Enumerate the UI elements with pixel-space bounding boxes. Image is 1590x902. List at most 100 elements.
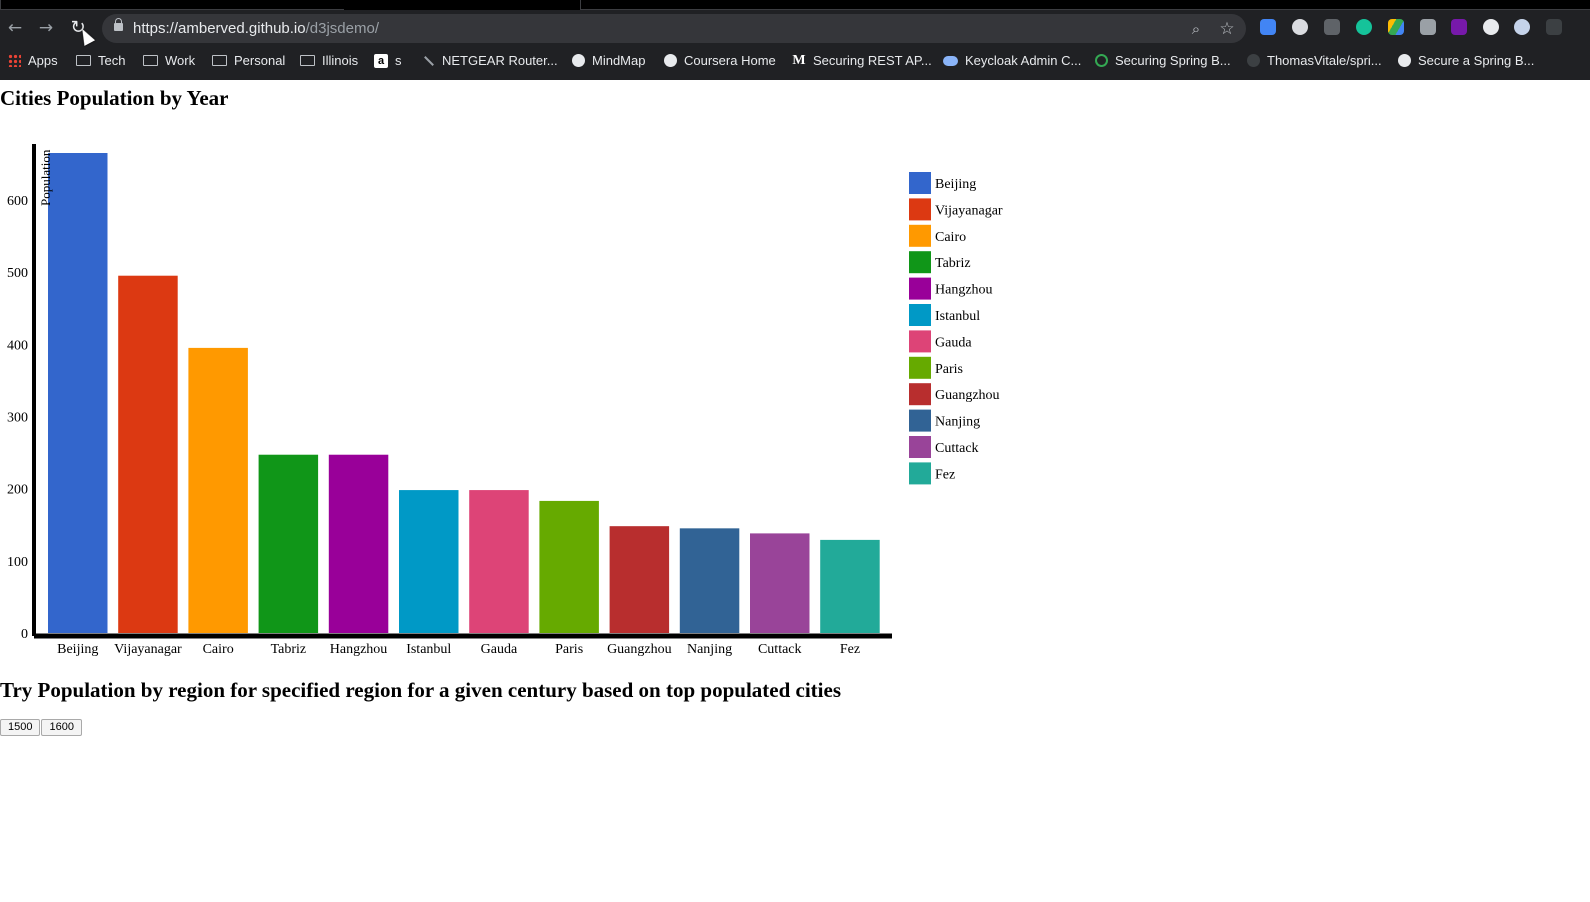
extension-icon[interactable] <box>1514 19 1530 35</box>
drive-icon[interactable] <box>1388 19 1404 35</box>
legend-swatch <box>909 251 931 274</box>
globe-icon <box>664 54 677 68</box>
legend-swatch <box>909 198 931 221</box>
y-tick-label: 200 <box>7 483 28 498</box>
x-tick-label: Gauda <box>481 642 518 657</box>
legend-swatch <box>909 356 931 379</box>
bar-cuttack[interactable] <box>750 533 810 633</box>
legend-swatch <box>909 277 931 300</box>
x-tick-label: Guangzhou <box>607 642 672 657</box>
globe-icon <box>1398 54 1411 68</box>
bookmark-label: Securing Spring B... <box>1115 53 1231 68</box>
legend-swatch <box>909 304 931 326</box>
folder-icon <box>300 55 315 67</box>
extension-icon[interactable] <box>1292 19 1308 35</box>
tab-strip <box>0 0 1590 10</box>
browser-toolbar: ← → ↻ https://amberved.github.io/d3jsdem… <box>0 10 1590 46</box>
bookmark-item[interactable]: Personal <box>212 51 285 71</box>
bar-cairo[interactable] <box>188 347 248 633</box>
bookmark-item[interactable]: M Securing REST AP... <box>792 51 932 71</box>
legend-label: Gauda <box>935 335 972 350</box>
bookmark-label: Coursera Home <box>684 53 776 68</box>
onenote-icon[interactable] <box>1451 19 1467 35</box>
year-button-1600[interactable]: 1600 <box>41 719 82 736</box>
legend-label: Fez <box>935 467 955 482</box>
bookmark-label: s <box>395 53 402 68</box>
bar-guangzhou[interactable] <box>609 526 670 633</box>
bookmark-item[interactable]: Keycloak Admin C... <box>943 51 1081 71</box>
bar-fez[interactable] <box>820 539 880 633</box>
back-arrow-icon[interactable]: ← <box>7 18 23 38</box>
year-button-group: 1500 1600 <box>0 719 83 736</box>
bookmark-label: Tech <box>98 53 126 68</box>
extension-icon[interactable] <box>1420 19 1436 35</box>
page-title: Cities Population by Year <box>0 86 229 110</box>
population-bar-chart: 0 100 200 300 400 500 600 Beijing Vijayanagar Cai… <box>7 144 1003 657</box>
tab[interactable] <box>0 0 344 10</box>
legend-label: Vijayanagar <box>935 203 1003 218</box>
bookmark-item[interactable]: Illinois <box>300 51 358 71</box>
bar-gauda[interactable] <box>469 490 529 633</box>
bookmark-label: Work <box>165 53 196 68</box>
url-host: https://amberved.github.io <box>133 20 306 37</box>
extension-icon[interactable] <box>1483 19 1499 35</box>
legend-swatch <box>909 462 931 485</box>
y-tick-label: 500 <box>7 266 28 281</box>
bookmark-item[interactable]: NETGEAR Router... <box>423 51 558 71</box>
legend-label: Istanbul <box>935 309 980 324</box>
x-tick-label: Cairo <box>203 642 234 657</box>
bar-istanbul[interactable] <box>399 490 459 633</box>
x-tick-label: Fez <box>840 642 860 657</box>
x-tick-label: Beijing <box>57 642 98 657</box>
bookmark-item[interactable]: Secure a Spring B... <box>1398 51 1534 71</box>
y-tick-label: 0 <box>21 627 28 642</box>
reload-icon[interactable]: ↻ <box>70 17 86 38</box>
bar-hangzhou[interactable] <box>328 454 389 633</box>
x-tick-label: Nanjing <box>687 642 732 657</box>
bookmark-star-icon[interactable]: ☆ <box>1219 19 1235 39</box>
bookmark-item[interactable]: Apps <box>8 51 58 71</box>
section-title: Try Population by region for specified r… <box>0 678 841 702</box>
lock-icon <box>114 18 123 31</box>
bookmark-label: Securing REST AP... <box>813 53 932 68</box>
bar-vijayanagar[interactable] <box>118 275 178 633</box>
x-tick-label: Cuttack <box>758 642 802 657</box>
extension-icon[interactable] <box>1324 19 1340 35</box>
forward-arrow-icon[interactable]: → <box>38 18 54 38</box>
medium-icon: M <box>792 52 806 68</box>
bookmark-item[interactable]: Work <box>143 51 195 71</box>
legend-label: Tabriz <box>935 256 971 271</box>
grammarly-icon[interactable] <box>1356 19 1372 35</box>
bookmark-label: Secure a Spring B... <box>1418 53 1535 68</box>
bookmark-item[interactable]: MindMap <box>572 51 645 71</box>
url-text[interactable]: https://amberved.github.io/d3jsdemo/ <box>133 14 379 43</box>
folder-icon <box>143 55 158 67</box>
bookmark-item[interactable]: Coursera Home <box>664 51 776 71</box>
github-icon <box>1247 54 1260 68</box>
y-tick-label: 300 <box>7 410 28 425</box>
bookmark-item[interactable]: ThomasVitale/spri... <box>1247 51 1382 71</box>
bookmark-item[interactable]: Tech <box>76 51 125 71</box>
legend-label: Hangzhou <box>935 283 993 298</box>
tab[interactable] <box>580 0 1590 10</box>
legend-label: Cuttack <box>935 441 979 456</box>
bookmark-item[interactable]: Securing Spring B... <box>1095 51 1231 71</box>
extension-icon[interactable] <box>1260 19 1276 35</box>
legend-label: Beijing <box>935 177 976 192</box>
legend-swatch <box>909 224 931 247</box>
legend-swatch <box>909 172 931 194</box>
spring-icon <box>1095 54 1108 68</box>
bar-paris[interactable] <box>539 500 599 633</box>
zoom-icon[interactable]: ⌕ <box>1191 20 1201 38</box>
x-tick-label: Paris <box>555 642 583 657</box>
legend-label: Paris <box>935 362 963 377</box>
year-button-1500[interactable]: 1500 <box>0 719 41 736</box>
extension-icon[interactable] <box>1546 19 1562 35</box>
address-bar[interactable]: https://amberved.github.io/d3jsdemo/ ⌕ ☆ <box>102 14 1246 43</box>
bar-tabriz[interactable] <box>258 454 319 633</box>
bar-beijing[interactable] <box>48 153 108 633</box>
legend-swatch <box>909 436 931 458</box>
bookmark-label: NETGEAR Router... <box>442 53 558 68</box>
bar-nanjing[interactable] <box>679 528 740 633</box>
